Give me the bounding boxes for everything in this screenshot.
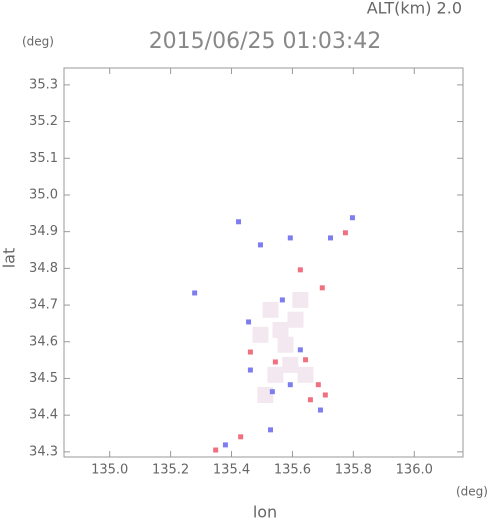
y-tick-label: 35.2 (29, 114, 58, 129)
echo-cell (303, 357, 309, 363)
echo-cell (272, 359, 278, 365)
echo-cell (297, 347, 303, 353)
echo-cell (236, 219, 242, 225)
echo-cell (315, 382, 321, 388)
y-tick-label: 34.5 (29, 371, 58, 386)
plot-frame (63, 67, 464, 458)
echo-cell (349, 215, 355, 221)
echo-cell (192, 290, 198, 296)
y-tick-label: 34.4 (29, 408, 58, 423)
echo-cell (282, 356, 299, 373)
y-tick-label: 34.7 (29, 298, 58, 313)
echo-cell (213, 447, 219, 453)
echo-cell (269, 389, 275, 395)
echo-cell (268, 427, 274, 433)
echo-cell (287, 235, 293, 241)
echo-cell (297, 366, 314, 383)
y-unit: (deg) (22, 35, 54, 49)
echo-cell (257, 386, 274, 403)
echo-cell (238, 434, 244, 440)
y-tick-label: 34.8 (29, 261, 58, 276)
x-tick-label: 135.2 (152, 463, 189, 478)
y-axis-label: lat (0, 248, 19, 269)
echo-cell (319, 285, 325, 291)
echo-cell (267, 366, 284, 383)
echo-cell (342, 230, 348, 236)
echo-cell (287, 311, 304, 328)
x-unit: (deg) (456, 485, 488, 499)
echo-cell (328, 235, 334, 241)
x-axis-label: lon (253, 503, 277, 521)
y-tick-label: 34.9 (29, 224, 58, 239)
echo-cell (277, 336, 294, 353)
echo-cell (287, 382, 293, 388)
echo-cell (317, 407, 323, 413)
y-tick-label: 34.6 (29, 334, 58, 349)
y-tick-label: 35.3 (29, 77, 58, 92)
x-tick-label: 135.4 (213, 463, 250, 478)
echo-cell (262, 301, 279, 318)
y-tick-label: 34.3 (29, 444, 58, 459)
x-tick-label: 136.0 (396, 463, 433, 478)
x-tick-label: 135.8 (335, 463, 372, 478)
echo-cell (297, 267, 303, 273)
echo-cell (307, 397, 313, 403)
y-tick-label: 35.1 (29, 151, 58, 166)
x-tick-label: 135.0 (91, 463, 128, 478)
echo-cell (247, 349, 253, 355)
echo-cell (292, 291, 309, 308)
altitude-label: ALT(km) 2.0 (367, 0, 462, 18)
echo-cell (246, 319, 252, 325)
y-tick-label: 35.0 (29, 187, 58, 202)
echo-cell (322, 392, 328, 398)
echo-cell (279, 297, 285, 303)
echo-cell (272, 322, 289, 339)
chart-title: 2015/06/25 01:03:42 (149, 29, 382, 54)
echo-cell (252, 326, 269, 343)
x-tick-label: 135.6 (274, 463, 311, 478)
echo-cell (222, 442, 228, 448)
echo-cell (247, 367, 253, 373)
echo-cell (257, 242, 263, 248)
